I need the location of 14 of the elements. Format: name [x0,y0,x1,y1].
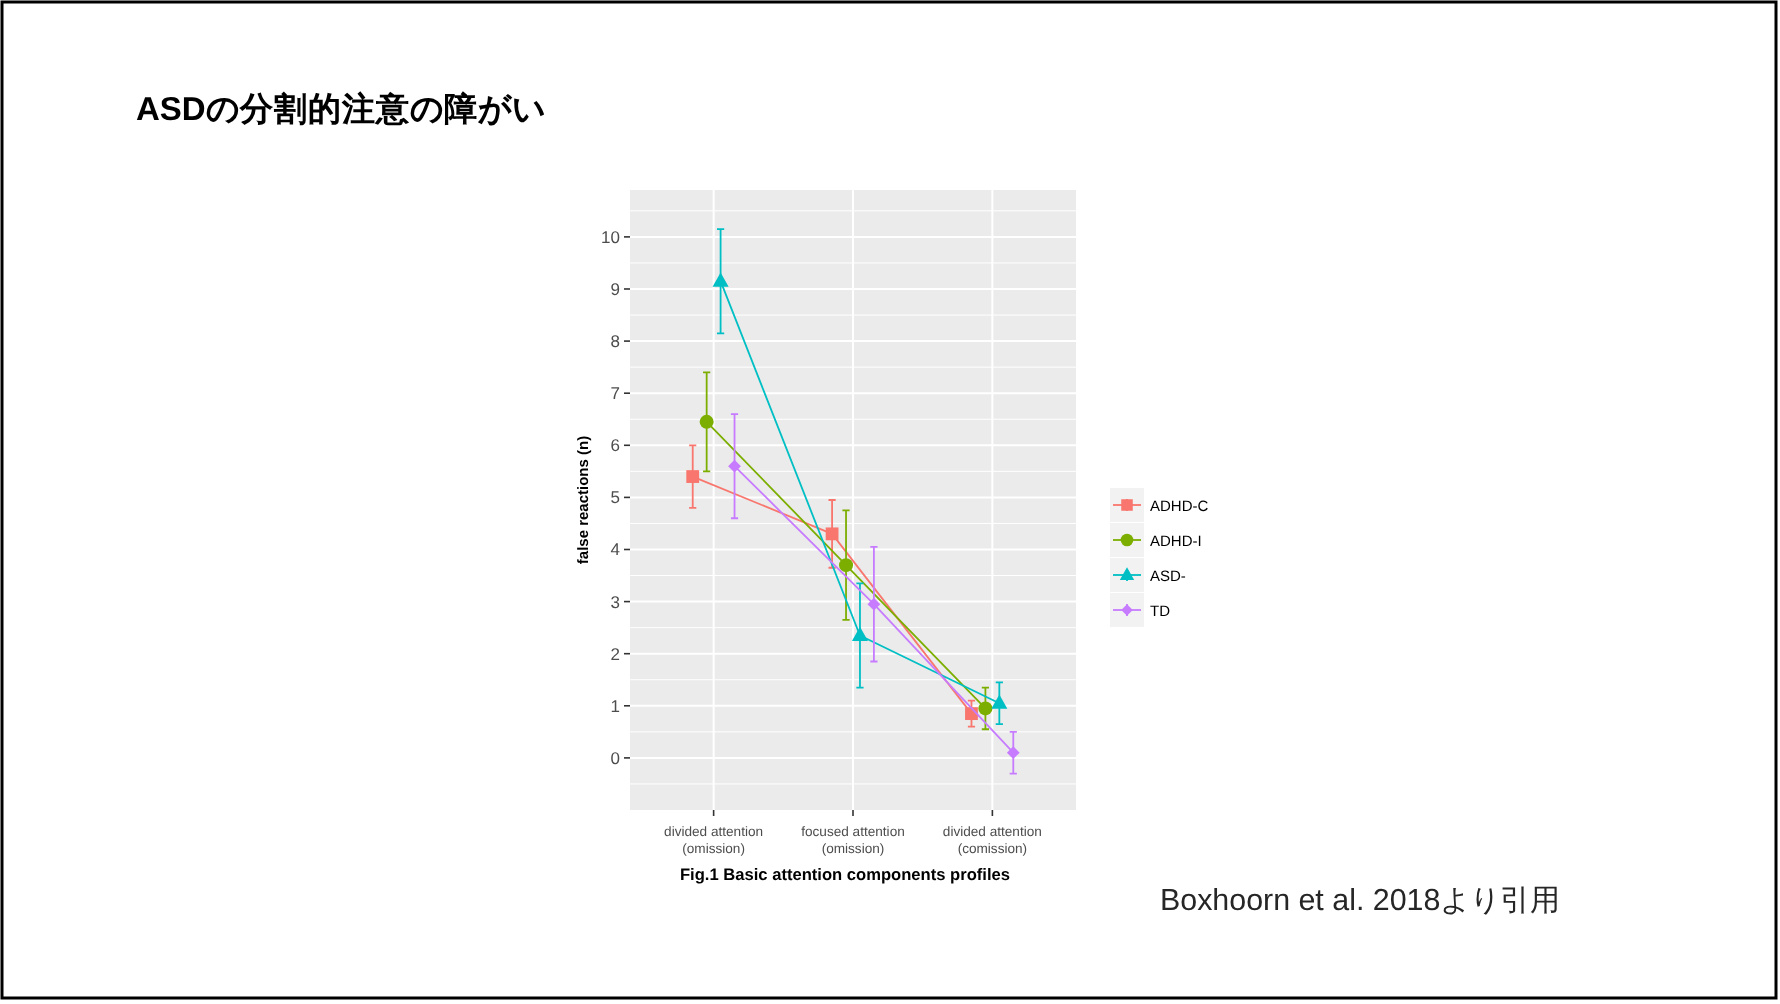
y-tick-label: 9 [610,278,621,299]
x-axis-title: Fig.1 Basic attention components profiles [679,864,1011,884]
y-tick-label: 8 [610,331,621,352]
y-tick-label: 6 [610,435,621,456]
y-tick-label: 5 [610,487,621,508]
y-tick-label: 10 [601,226,621,247]
text: Boxhoorn et al. 2018より引用 [1160,884,1561,918]
text: ASDの分割的注意の障がい [136,90,546,128]
y-tick-label: 7 [610,383,621,404]
y-tick-label: 4 [610,539,621,560]
y-tick-label: 1 [610,695,621,716]
y-tick-label: 2 [610,643,621,664]
y-tick-label: 0 [610,747,621,768]
y-tick-label: 3 [610,591,621,612]
